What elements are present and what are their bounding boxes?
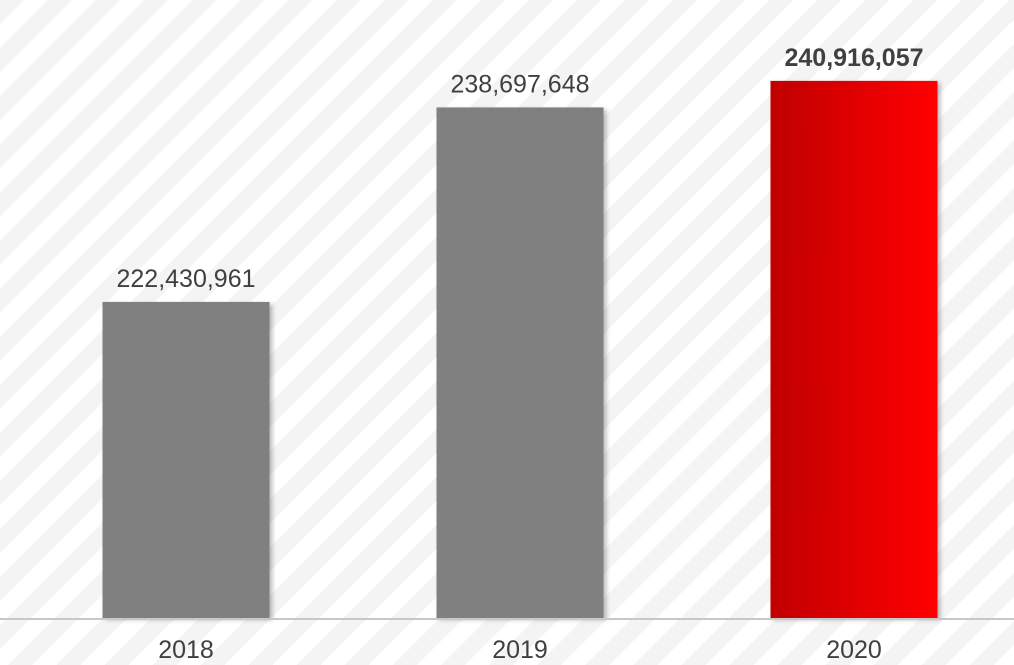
data-label-2020: 240,916,057 — [784, 44, 923, 72]
data-label-2018: 222,430,961 — [116, 265, 255, 293]
x-tick-label-2018: 2018 — [158, 636, 214, 664]
bar-2019 — [436, 107, 604, 619]
bar-2020 — [770, 80, 938, 619]
labels: 222,430,961 2018 238,697,648 2019 240,916,05… — [116, 44, 923, 664]
x-tick-label-2020: 2020 — [826, 636, 882, 664]
bar-2018 — [102, 301, 270, 618]
bars — [102, 80, 938, 619]
data-label-2019: 238,697,648 — [450, 70, 589, 98]
x-tick-label-2019: 2019 — [492, 636, 548, 664]
